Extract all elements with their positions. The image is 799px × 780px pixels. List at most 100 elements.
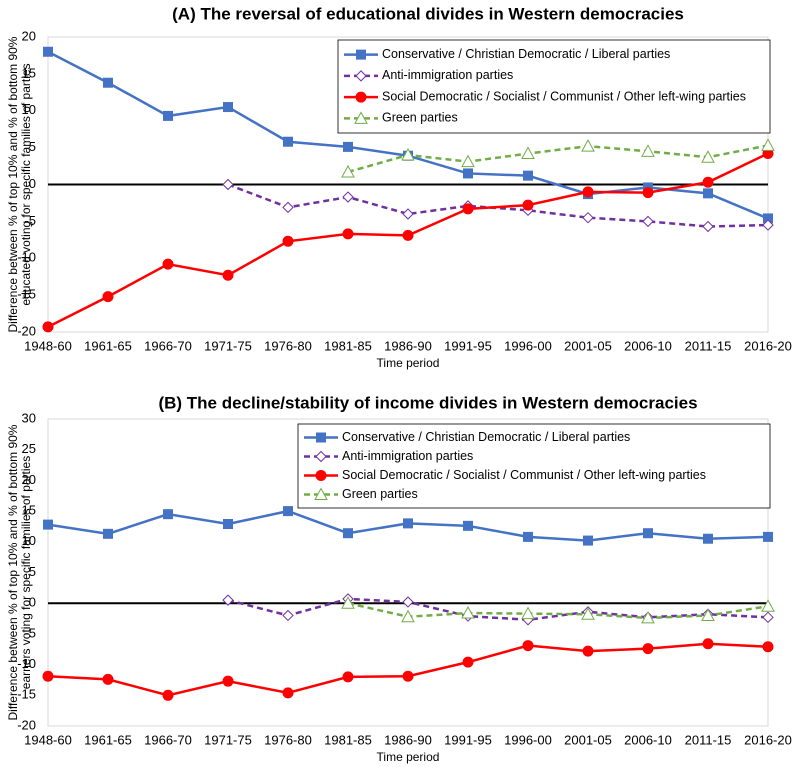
marker [462,203,474,215]
y-tick-label: 10 [22,533,36,548]
marker [341,164,355,178]
series-line [227,597,769,622]
y-axis-label: Difference between % of top 10% and % of… [6,36,20,332]
marker [102,291,114,303]
marker [403,518,413,529]
marker [463,520,473,531]
y-tick-label: -5 [24,625,36,640]
series-line [347,601,769,620]
y-tick-label: 25 [22,441,36,456]
marker [521,146,535,160]
x-tick-label: 2006-10 [624,338,672,353]
marker [582,186,594,198]
legend-marker [315,470,327,481]
legend-label: Conservative / Christian Democratic / Li… [382,47,670,61]
y-tick-label: 15 [22,503,36,518]
marker [702,220,714,233]
marker [762,611,774,624]
legend-label: Green parties [342,487,418,501]
x-tick-label: 2001-05 [564,338,612,353]
marker [162,258,174,270]
marker [702,638,714,650]
marker [42,670,54,682]
x-tick-label: 1971-75 [204,338,252,353]
marker [223,102,233,113]
marker [461,154,475,168]
marker [583,535,593,546]
marker [43,46,53,57]
legend: Conservative / Christian Democratic / Li… [297,423,771,509]
legend-label: Social Democratic / Socialist / Communis… [382,89,746,103]
marker [102,673,114,685]
y-tick-label: 20 [22,28,36,43]
legend-label: Social Democratic / Socialist / Communis… [342,468,706,482]
marker [582,645,594,657]
marker [523,170,533,181]
legend-marker [355,91,367,103]
marker [163,509,173,520]
marker [282,235,294,247]
marker [42,321,54,333]
marker [762,641,774,653]
marker [763,213,773,224]
x-tick-label: 1986-90 [384,732,432,747]
marker [581,139,595,152]
x-tick-label: 1961-65 [84,338,132,353]
marker [223,518,233,529]
marker [282,609,294,622]
legend-marker [316,432,326,443]
x-tick-label: 2001-05 [564,732,612,747]
legend-label: Anti-immigration parties [342,449,473,463]
y-axis-label: educated voting for specific families of… [19,63,33,305]
legend-marker [355,70,367,82]
x-tick-label: 1996-00 [504,732,552,747]
marker [761,599,775,612]
y-tick-label: 20 [22,472,36,487]
marker [641,610,655,624]
y-tick-label: -20 [17,717,36,732]
legend-marker [356,49,366,60]
marker [642,643,654,655]
y-tick-label: 15 [22,65,36,80]
x-tick-label: 1981-85 [324,338,372,353]
x-tick-label: 1991-95 [444,338,492,353]
x-tick-label: 1986-90 [384,338,432,353]
x-tick-label: 1971-75 [204,732,252,747]
x-tick-label: 1996-00 [504,338,552,353]
marker [761,138,775,151]
marker [342,191,354,203]
marker [103,77,113,88]
marker [103,528,113,539]
x-tick-label: 1966-70 [144,338,192,353]
marker [282,687,294,699]
marker [342,228,354,240]
marker [222,269,234,281]
marker [522,640,534,652]
plot-frame [47,418,769,727]
y-tick-label: -20 [17,323,36,338]
marker [463,168,473,179]
marker [402,596,414,608]
marker [642,187,654,199]
y-tick-label: 5 [29,564,36,579]
y-tick-label: -10 [17,250,36,265]
x-axis-label: Time period [377,356,440,370]
x-tick-label: 1948-60 [24,732,72,747]
marker [642,215,654,228]
marker [762,219,774,231]
marker [401,609,415,623]
marker [282,201,294,214]
marker [522,199,534,211]
y-axis-label: Difference between % of top 10% and % of… [6,424,20,720]
marker [402,670,414,682]
chart-title: (B) The decline/stability of income divi… [158,393,697,412]
marker [703,188,713,199]
x-tick-label: 2016-20 [744,732,792,747]
y-tick-label: 30 [22,410,36,425]
legend-label: Conservative / Christian Democratic / Li… [342,430,630,444]
legend-box [297,423,771,509]
marker [701,608,715,621]
x-axis-label: Time period [377,750,440,764]
marker [643,528,653,539]
marker [461,605,475,619]
